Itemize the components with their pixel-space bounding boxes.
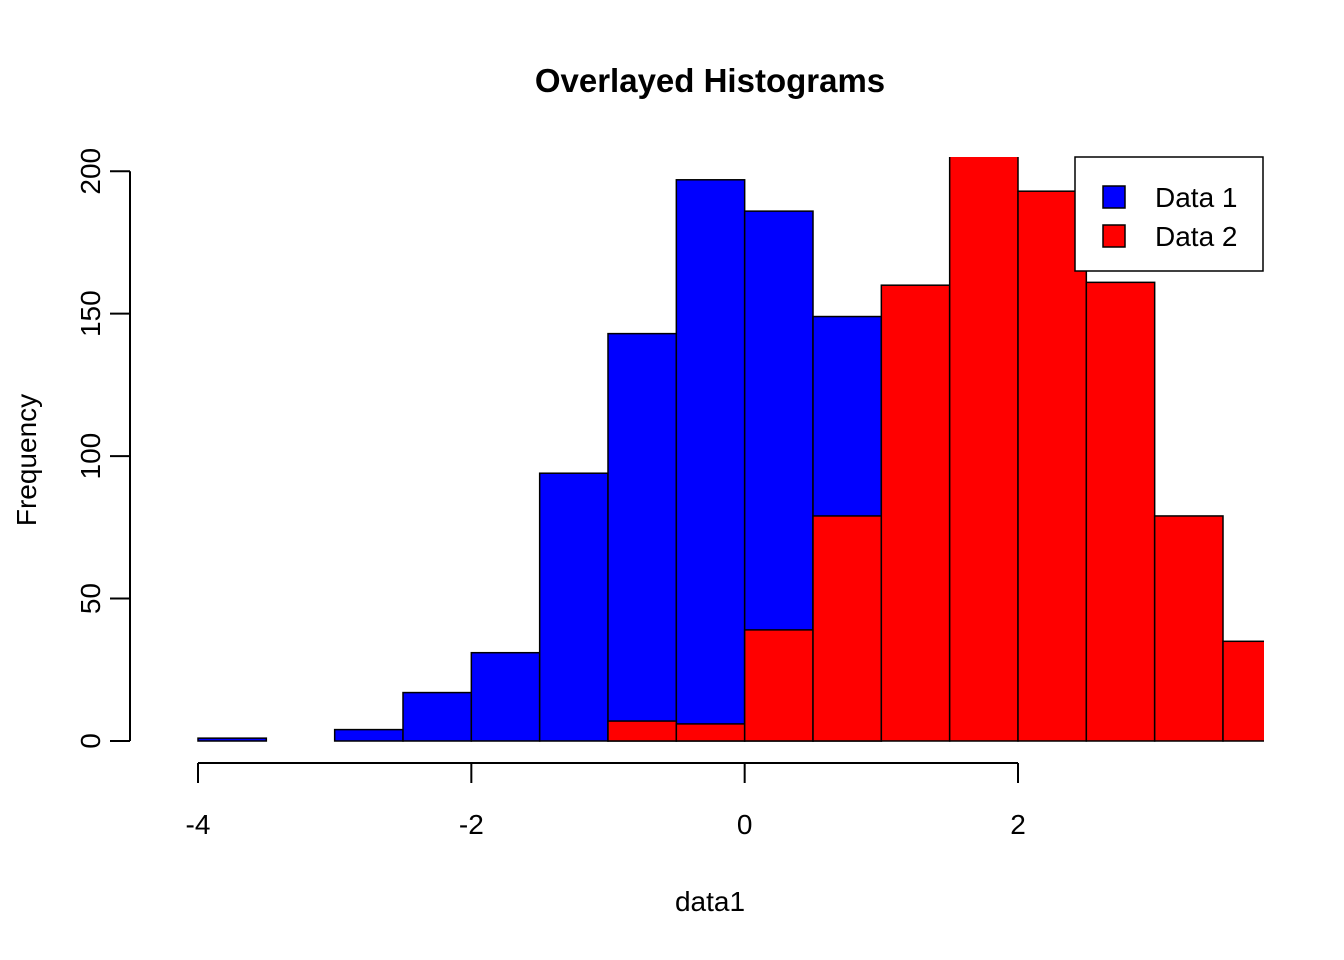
bar-series2-bin-1 (675, 723, 746, 742)
bar-series1-bin-7 (675, 179, 746, 742)
y-tick-label-2: 100 (75, 433, 106, 480)
legend-box (1074, 156, 1264, 272)
y-axis-label: Frequency (11, 394, 42, 526)
bar-series2-bin-4 (880, 284, 951, 742)
bar-series2-bin-3 (812, 515, 883, 742)
legend-swatch-2 (1102, 224, 1126, 248)
bar-series1-bin-0 (197, 737, 268, 742)
x-axis: -4 -2 0 2 (186, 762, 1026, 840)
x-tick-label-2: 0 (737, 809, 753, 840)
x-tick-label-3: 2 (1010, 809, 1026, 840)
bar-series2-bin-2 (743, 629, 814, 742)
y-tick-label-0: 0 (75, 733, 106, 749)
y-tick-label-3: 150 (75, 290, 106, 337)
y-tick-label-1: 50 (75, 583, 106, 614)
legend-swatch-1 (1102, 185, 1126, 209)
legend-label-1: Data 1 (1155, 182, 1238, 213)
bar-series2-bin-8 (1153, 515, 1224, 742)
x-tick-label-1: -2 (459, 809, 484, 840)
bar-series2-bin-6 (1017, 190, 1088, 742)
bar-series1-bin-4 (470, 651, 541, 742)
bar-series1-bin-3 (402, 691, 473, 742)
bar-series1-bin-2 (333, 728, 404, 742)
bars-layer (197, 157, 1264, 742)
bar-series1-bin-5 (538, 472, 609, 742)
bar-series1-bin-6 (607, 332, 678, 742)
legend: Data 1 Data 2 (1074, 156, 1264, 272)
y-tick-label-4: 200 (75, 148, 106, 195)
x-tick-label-0: -4 (186, 809, 211, 840)
y-axis: 0 50 100 150 200 (75, 148, 131, 749)
x-axis-label: data1 (675, 886, 745, 917)
bar-series2-bin-5 (948, 157, 1019, 742)
legend-label-2: Data 2 (1155, 221, 1238, 252)
bar-series2-bin-0 (607, 720, 678, 742)
bar-series2-bin-7 (1085, 281, 1156, 742)
chart-title: Overlayed Histograms (535, 62, 885, 99)
bar-series2-bin-9 (1222, 640, 1264, 742)
